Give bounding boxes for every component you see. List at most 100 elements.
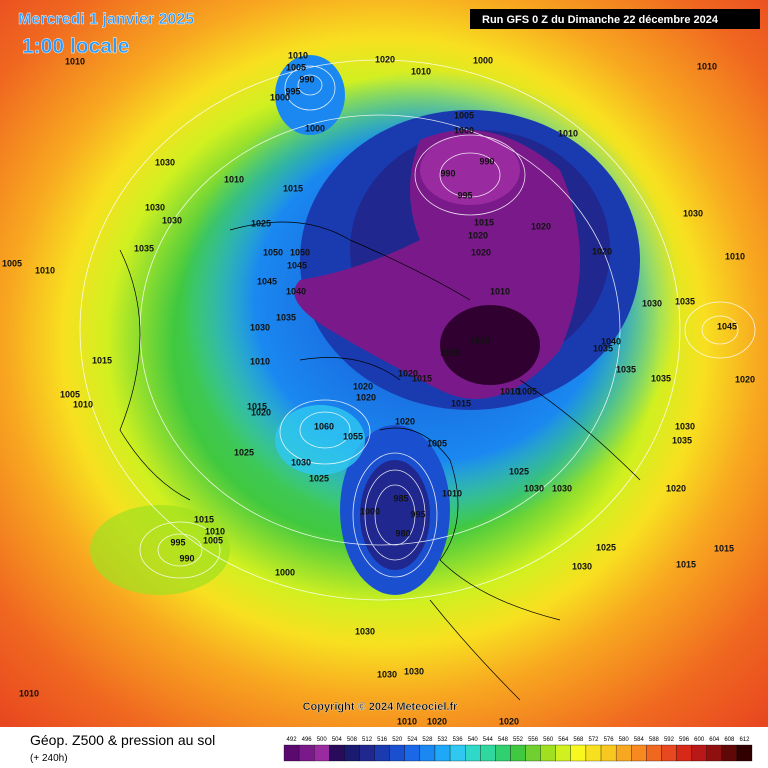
- colorbar-swatch: [480, 744, 496, 762]
- isobar-label: 1005: [454, 110, 474, 120]
- colorbar-label: 576: [604, 737, 615, 743]
- isobar-label: 1010: [73, 399, 93, 409]
- legend-subtitle: (+ 240h): [30, 753, 68, 764]
- isobar-label: 1005: [517, 386, 537, 396]
- isobar-label: 1030: [683, 208, 703, 218]
- isobar-label: 990: [440, 168, 455, 178]
- isobar-label: 1040: [601, 336, 621, 346]
- isobar-label: 1020: [468, 230, 488, 240]
- colorbar-swatch: [600, 744, 617, 762]
- colorbar-label: 532: [438, 737, 449, 743]
- colorbar-label: 540: [468, 737, 479, 743]
- colorbar-swatch: [721, 744, 738, 762]
- colorbar-swatch: [329, 744, 345, 762]
- isobar-label: 1030: [404, 666, 424, 676]
- isobar-label: 1000: [360, 506, 380, 516]
- isobar-label: 1005: [427, 438, 447, 448]
- isobar-label: 995: [170, 537, 185, 547]
- isobar-label: 1010: [288, 50, 308, 60]
- isobar-label: 1025: [251, 218, 271, 228]
- colorbar-label: 504: [332, 737, 343, 743]
- isobar-label: 1015: [451, 398, 471, 408]
- isobar-label: 1010: [35, 265, 55, 275]
- isobar-label: 1000: [270, 92, 290, 102]
- colorbar-swatch: [419, 744, 436, 762]
- colorbar-swatch: [374, 744, 390, 762]
- isobar-label: 1010: [224, 174, 244, 184]
- isobar-label: 1015: [247, 401, 267, 411]
- isobar-label: 1020: [395, 416, 415, 426]
- isobar-label: 1015: [194, 514, 214, 524]
- isobar-label: 1010: [65, 56, 85, 66]
- date: Mercredi 1 janvier 2025: [18, 11, 194, 28]
- isobar-label: 995: [285, 86, 300, 96]
- copyright: Copyright © 2024 Meteociel.fr: [303, 701, 459, 713]
- isobar-label: 1020: [375, 54, 395, 64]
- colorbar-label: 496: [302, 737, 313, 743]
- isobar-label: 1015: [92, 355, 112, 365]
- isobar-label: 1020: [735, 374, 755, 384]
- isobar-label: 1030: [572, 561, 592, 571]
- isobar-label: 1020: [356, 392, 376, 402]
- colorbar-swatch: [510, 744, 526, 762]
- isobar-label: 1030: [291, 457, 311, 467]
- isobar-label: 1015: [714, 543, 734, 553]
- colorbar-swatch: [631, 744, 647, 762]
- isobar-label: 1005: [60, 389, 80, 399]
- colorbar-label: 524: [407, 737, 418, 743]
- colorbar-swatch: [646, 744, 662, 762]
- colorbar-swatch: [344, 744, 360, 762]
- colorbar-label: 500: [317, 737, 328, 743]
- colorbar-label: 568: [573, 737, 584, 743]
- colorbar-swatch: [736, 744, 753, 762]
- isobar-label: 1035: [675, 296, 695, 306]
- colorbar: 492 496 500 504 508 512 516 520 524 528 532 536 540 5…: [283, 737, 753, 762]
- isobar-label: 1030: [642, 298, 662, 308]
- isobar-label: 985: [393, 493, 408, 503]
- isobar-label: 990: [299, 74, 314, 84]
- isobar-label: 1025: [509, 466, 529, 476]
- colorbar-label: 608: [724, 737, 735, 743]
- colorbar-label: 544: [483, 737, 494, 743]
- isobar-label: 1010: [205, 526, 225, 536]
- colorbar-label: 584: [634, 737, 645, 743]
- colorbar-label: 596: [679, 737, 690, 743]
- colorbar-label: 528: [422, 737, 433, 743]
- isobar-label: 1030: [552, 483, 572, 493]
- isobar-label: 1035: [276, 312, 296, 322]
- colorbar-swatch: [676, 744, 692, 762]
- isobar-label: 1020: [499, 716, 519, 726]
- isobar-label: 1000: [275, 567, 295, 577]
- colorbar-swatch: [389, 744, 405, 762]
- isobar-label: 1020: [592, 246, 612, 256]
- colorbar-label: 604: [709, 737, 720, 743]
- isobar-label: 1000: [305, 123, 325, 133]
- isobar-label: 1020: [666, 483, 686, 493]
- isobar-label: 1030: [675, 421, 695, 431]
- colorbar-swatch: [465, 744, 481, 762]
- isobar-label: 1010: [411, 66, 431, 76]
- isobar-label: 1030: [250, 322, 270, 332]
- isobar-label: 1000: [454, 125, 474, 135]
- colorbar-label: 612: [739, 737, 750, 743]
- isobar-label: 1010: [558, 128, 578, 138]
- isobar-label: 990: [479, 156, 494, 166]
- isobar-label: 1010: [725, 251, 745, 261]
- isobar-label: 1030: [524, 483, 544, 493]
- isobar-label: 1010: [697, 61, 717, 71]
- isobar-label: 1025: [596, 542, 616, 552]
- isobar-label: 1035: [651, 373, 671, 383]
- isobar-label: 1020: [353, 381, 373, 391]
- colorbar-label: 580: [619, 737, 630, 743]
- isobar-label: 1035: [593, 343, 613, 353]
- colorbar-label: 516: [377, 737, 388, 743]
- isobar-label: 1000: [473, 55, 493, 65]
- colorbar-swatch: [314, 744, 330, 762]
- colorbar-swatch: [691, 744, 707, 762]
- colorbar-swatch: [525, 744, 541, 762]
- isobar-label: 1010: [250, 356, 270, 366]
- colorbar-swatch: [585, 744, 602, 762]
- isobar-label: 1035: [672, 435, 692, 445]
- isobar-label: 1030: [355, 626, 375, 636]
